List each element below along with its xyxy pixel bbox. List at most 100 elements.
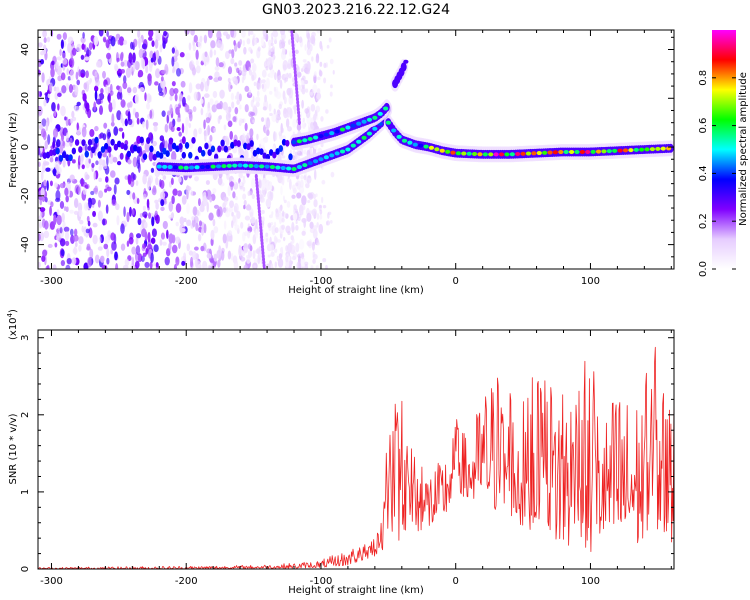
spectrogram-noise-blob <box>53 214 57 226</box>
spectrogram-speckle <box>273 86 276 92</box>
spectrogram-noise-blob <box>116 161 122 166</box>
spectrogram-noise-blob <box>216 39 223 49</box>
snr-ytick-label: 2 <box>20 412 31 418</box>
spectrogram-noise-blob <box>94 70 98 78</box>
spectrogram-speckle <box>296 66 301 73</box>
spectrogram-speckle <box>249 30 254 35</box>
spectrogram-noise-blob <box>132 192 136 200</box>
spectrogram-noise-blob <box>112 156 118 163</box>
spectrogram-speckle <box>276 255 279 262</box>
spectrogram-speckle <box>246 230 251 235</box>
spectrogram-noise-blob <box>213 253 218 262</box>
spectrogram-noise-blob <box>231 211 234 217</box>
spectrogram-noise-blob <box>260 117 265 122</box>
spectrogram-noise-blob <box>269 244 275 252</box>
spectrogram-band-blob <box>84 150 89 158</box>
spectrogram-trace-peak <box>339 127 346 132</box>
spectrogram-noise-blob <box>198 198 201 207</box>
spectrogram-noise-blob <box>193 91 199 101</box>
spectrogram-speckle <box>292 226 295 231</box>
spectrogram-speckle <box>300 210 304 216</box>
spectrogram-noise-blob <box>146 198 150 209</box>
spectrogram-noise-blob <box>273 248 278 253</box>
spectrogram-trace-peak <box>407 140 413 145</box>
spectrogram-noise-blob <box>92 234 98 245</box>
spectrogram-noise-blob <box>40 170 44 181</box>
spectrogram-trace-peak <box>345 147 351 152</box>
spectrogram-speckle <box>295 220 298 225</box>
spectrogram-speckle <box>252 95 255 103</box>
spectrogram-speckle <box>302 205 306 210</box>
spectrogram-noise-blob <box>264 136 269 143</box>
spectrogram-noise-blob <box>150 237 156 244</box>
spectrogram-band-blob <box>100 146 106 153</box>
spectrogram-band-blob <box>268 149 274 156</box>
spectrogram-noise-blob <box>232 191 236 199</box>
spectrogram-noise-blob <box>214 66 220 71</box>
spectrogram-noise-blob <box>87 145 92 151</box>
spectrogram-band-blob <box>217 145 222 153</box>
spectrogram-noise-blob <box>233 202 239 213</box>
spectrogram-trace-peak <box>345 125 351 130</box>
spectrogram-speckle <box>261 83 265 89</box>
spectrogram-speckle <box>329 91 333 97</box>
spectrogram-noise-blob <box>97 210 103 222</box>
spectrogram-trace-peak <box>253 164 259 169</box>
spectrogram-noise-blob <box>60 259 66 267</box>
spectrogram-speckle <box>322 204 327 209</box>
spectrogram-noise-blob <box>190 30 195 36</box>
spectrogram-noise-blob <box>290 235 294 241</box>
spectrogram-noise-blob <box>183 252 187 262</box>
spectrogram-noise-blob <box>51 60 55 66</box>
snr-ytick-label: 1 <box>20 489 31 495</box>
spectrogram-noise-blob <box>223 196 229 202</box>
spectrogram-noise-blob <box>38 124 44 130</box>
spectrogram-noise-blob <box>274 72 277 81</box>
snr-xtick-label: 100 <box>581 576 600 587</box>
spectrogram-noise-blob <box>47 134 51 145</box>
spectrogram-noise-blob <box>83 262 89 269</box>
spectrogram-marks <box>38 30 674 269</box>
spectrogram-noise-blob <box>252 234 257 245</box>
spectrogram-noise-blob <box>175 221 179 227</box>
spectrogram-noise-blob <box>151 40 155 48</box>
spectrogram-noise-blob <box>144 142 151 153</box>
spectrogram-speckle <box>249 211 254 219</box>
spectrogram-noise-blob <box>60 72 66 81</box>
spectrogram-trace-peak <box>644 147 650 152</box>
spectrogram-band-blob <box>55 147 60 155</box>
spectrogram-noise-blob <box>41 255 46 262</box>
spectrogram-noise-blob <box>150 252 154 263</box>
spectrogram-trace-peak <box>221 164 227 169</box>
spectrogram-noise-blob <box>42 30 47 38</box>
spectrogram-speckle <box>257 46 261 52</box>
spectrogram-speckle <box>297 216 301 221</box>
spectrogram-speckle <box>242 176 246 180</box>
spectrogram-band-blob <box>158 152 164 160</box>
spectrogram-band-blob <box>58 154 64 162</box>
spectrogram-trace-peak <box>617 148 623 153</box>
spectrogram-noise-blob <box>227 230 233 237</box>
spectrogram-band-blob <box>71 147 77 155</box>
spectrogram-noise-blob <box>225 209 231 218</box>
spectrogram-speckle <box>269 90 273 95</box>
spectrogram-speckle <box>288 259 292 267</box>
spectrogram-noise-blob <box>206 107 212 118</box>
spectrogram-speckle <box>239 104 242 110</box>
spectrogram-noise-blob <box>85 231 89 238</box>
spectrogram-noise-blob <box>92 210 96 218</box>
spectrogram-noise-blob <box>232 255 238 264</box>
spectrogram-noise-blob <box>102 70 106 79</box>
spectrogram-noise-blob <box>230 58 235 65</box>
spectrogram-noise-blob <box>127 85 132 96</box>
spectrogram-xtick-label: -300 <box>40 276 63 287</box>
spectrogram-noise-blob <box>193 246 199 251</box>
spectrogram-noise-blob <box>53 109 57 117</box>
spectrogram-noise-blob <box>82 187 87 195</box>
spectrogram-noise-blob <box>72 47 77 56</box>
spectrogram-noise-blob <box>187 94 191 101</box>
spectrogram-speckle <box>243 138 247 143</box>
spectrogram-noise-blob <box>238 172 243 179</box>
spectrogram-noise-blob <box>209 258 215 264</box>
spectrogram-speckle <box>329 219 333 224</box>
